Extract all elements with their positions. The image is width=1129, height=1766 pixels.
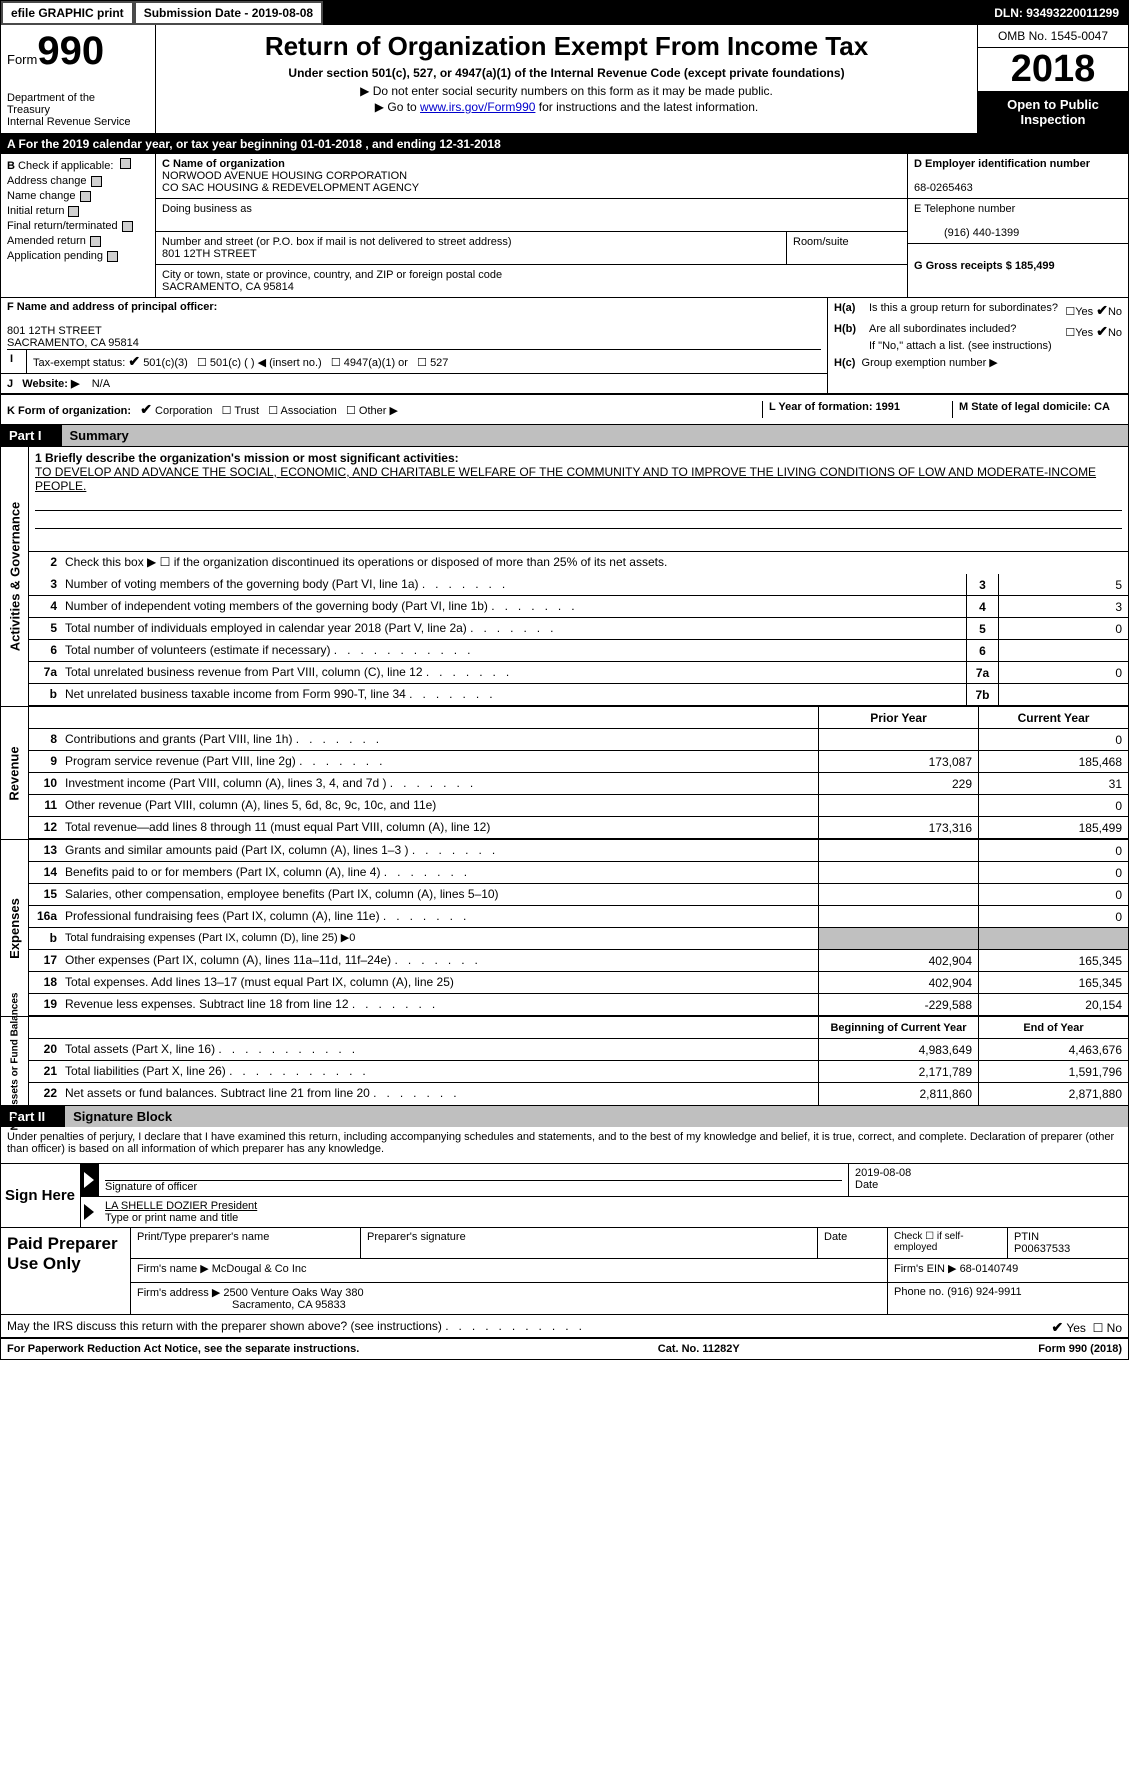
website-value: N/A — [92, 378, 110, 390]
signature-field[interactable]: Signature of officer — [99, 1164, 848, 1196]
chk-name-change: Name change — [7, 190, 149, 202]
table-row: 10Investment income (Part VIII, column (… — [29, 773, 1128, 795]
discuss-row: May the IRS discuss this return with the… — [1, 1315, 1128, 1339]
part-2-header: Part II Signature Block — [1, 1106, 1128, 1127]
table-row: 9Program service revenue (Part VIII, lin… — [29, 751, 1128, 773]
table-row: 14Benefits paid to or for members (Part … — [29, 862, 1128, 884]
table-row: 21Total liabilities (Part X, line 26)2,1… — [29, 1061, 1128, 1083]
room-suite: Room/suite — [787, 232, 907, 264]
form-header: Form990 Department of theTreasuryInterna… — [1, 25, 1128, 134]
efile-label: efile GRAPHIC print — [1, 1, 134, 25]
firm-phone: Phone no. (916) 924-9911 — [888, 1283, 1128, 1314]
footer: For Paperwork Reduction Act Notice, see … — [1, 1339, 1128, 1359]
org-name-1: NORWOOD AVENUE HOUSING CORPORATION — [162, 170, 407, 182]
paid-preparer-label: Paid Preparer Use Only — [1, 1228, 131, 1314]
dln: DLN: 93493220011299 — [986, 1, 1128, 25]
arrow-icon — [81, 1164, 99, 1196]
topbar: efile GRAPHIC print Submission Date - 20… — [1, 1, 1128, 25]
phone-value: (916) 440-1399 — [914, 227, 1019, 239]
sign-here-block: Sign Here Signature of officer 2019-08-0… — [1, 1163, 1128, 1228]
chk-pending: Application pending — [7, 250, 149, 262]
table-row: bTotal fundraising expenses (Part IX, co… — [29, 928, 1128, 950]
checkmark-icon: ✔ — [128, 353, 140, 369]
dba-box: Doing business as — [156, 199, 907, 232]
state-domicile: M State of legal domicile: CA — [952, 401, 1122, 418]
table-row: 17Other expenses (Part IX, column (A), l… — [29, 950, 1128, 972]
firm-address: Firm's address ▶ 2500 Venture Oaks Way 3… — [131, 1283, 888, 1314]
mission-box: 1 Briefly describe the organization's mi… — [29, 447, 1128, 552]
paperwork-notice: For Paperwork Reduction Act Notice, see … — [7, 1343, 359, 1355]
col-b-checkboxes: B Check if applicable: Address change Na… — [1, 154, 156, 297]
paid-preparer-block: Paid Preparer Use Only Print/Type prepar… — [1, 1228, 1128, 1315]
open-to-public: Open to Public Inspection — [978, 91, 1128, 133]
form-990-page: efile GRAPHIC print Submission Date - 20… — [0, 0, 1129, 1360]
table-row: 22Net assets or fund balances. Subtract … — [29, 1083, 1128, 1105]
main-title: Return of Organization Exempt From Incom… — [162, 31, 971, 62]
fij-left: F Name and address of principal officer:… — [1, 298, 828, 393]
submission-date: Submission Date - 2019-08-08 — [134, 1, 323, 25]
tax-year: 2018 — [978, 48, 1128, 91]
table-row: 11Other revenue (Part VIII, column (A), … — [29, 795, 1128, 817]
table-row: 13Grants and similar amounts paid (Part … — [29, 840, 1128, 862]
website-row: J Website: ▶ N/A — [1, 374, 827, 393]
table-row: 15Salaries, other compensation, employee… — [29, 884, 1128, 906]
sig-date: 2019-08-08Date — [848, 1164, 1128, 1196]
title-column: Return of Organization Exempt From Incom… — [156, 25, 978, 133]
table-row: 8Contributions and grants (Part VIII, li… — [29, 729, 1128, 751]
table-row: 19Revenue less expenses. Subtract line 1… — [29, 994, 1128, 1016]
instruction-2: ▶ Go to www.irs.gov/Form990 for instruct… — [162, 100, 971, 114]
part-1-header: Part I Summary — [1, 425, 1128, 446]
firm-ein: Firm's EIN ▶ 68-0140749 — [888, 1259, 1128, 1282]
year-formation: L Year of formation: 1991 — [762, 401, 952, 418]
checkbox[interactable] — [120, 158, 131, 169]
form-footer: Form 990 (2018) — [1038, 1343, 1122, 1355]
table-row: 12Total revenue—add lines 8 through 11 (… — [29, 817, 1128, 839]
table-row: 16aProfessional fundraising fees (Part I… — [29, 906, 1128, 928]
table-row: 18Total expenses. Add lines 13–17 (must … — [29, 972, 1128, 994]
dept-treasury: Department of theTreasuryInternal Revenu… — [7, 92, 149, 128]
form-number: 990 — [37, 29, 104, 73]
form-id-block: Form990 Department of theTreasuryInterna… — [1, 25, 156, 133]
calendar-year-row: A For the 2019 calendar year, or tax yea… — [1, 134, 1128, 154]
subtitle: Under section 501(c), 527, or 4947(a)(1)… — [162, 66, 971, 80]
form-word: Form — [7, 52, 37, 67]
sign-here-label: Sign Here — [1, 1164, 81, 1227]
omb-number: OMB No. 1545-0047 — [978, 25, 1128, 48]
col-c-org: C Name of organization NORWOOD AVENUE HO… — [156, 154, 908, 297]
street-address: Number and street (or P.O. box if mail i… — [156, 232, 787, 264]
h-section: H(a)Is this a group return for subordina… — [828, 298, 1128, 393]
chk-amended: Amended return — [7, 235, 149, 247]
org-name-box: C Name of organization NORWOOD AVENUE HO… — [156, 154, 907, 199]
arrow-icon — [81, 1197, 99, 1227]
perjury-statement: Under penalties of perjury, I declare th… — [1, 1127, 1128, 1159]
expenses-section: Expenses 13Grants and similar amounts pa… — [1, 839, 1128, 1016]
cat-no: Cat. No. 11282Y — [658, 1343, 740, 1355]
mission-text: TO DEVELOP AND ADVANCE THE SOCIAL, ECONO… — [35, 465, 1096, 493]
phone-box: E Telephone number (916) 440-1399 — [908, 199, 1128, 244]
section-bcdeg: B Check if applicable: Address change Na… — [1, 154, 1128, 298]
chk-final-return: Final return/terminated — [7, 220, 149, 232]
firm-name: Firm's name ▶ McDougal & Co Inc — [131, 1259, 888, 1282]
section-fij-h: F Name and address of principal officer:… — [1, 298, 1128, 394]
table-row: 20Total assets (Part X, line 16)4,983,64… — [29, 1039, 1128, 1061]
chk-address-change: Address change — [7, 175, 149, 187]
net-assets-section: Net Assets or Fund Balances Beginning of… — [1, 1016, 1128, 1106]
k-l-m-row: K Form of organization: ✔ Corporation ☐ … — [1, 394, 1128, 425]
officer-name: LA SHELLE DOZIER PresidentType or print … — [99, 1197, 1128, 1227]
instruction-1: ▶ Do not enter social security numbers o… — [162, 84, 971, 98]
col-d-e-g: D Employer identification number 68-0265… — [908, 154, 1128, 297]
irs-link[interactable]: www.irs.gov/Form990 — [420, 100, 535, 114]
chk-initial-return: Initial return — [7, 205, 149, 217]
revenue-section: Revenue Prior YearCurrent Year 8Contribu… — [1, 706, 1128, 839]
year-column: OMB No. 1545-0047 2018 Open to Public In… — [978, 25, 1128, 133]
city-box: City or town, state or province, country… — [156, 265, 907, 297]
org-name-2: CO SAC HOUSING & REDEVELOPMENT AGENCY — [162, 182, 419, 194]
ein-value: 68-0265463 — [914, 182, 973, 194]
activities-governance: Activities & Governance 1 Briefly descri… — [1, 446, 1128, 706]
gross-receipts: G Gross receipts $ 185,499 — [908, 244, 1128, 276]
ein-box: D Employer identification number 68-0265… — [908, 154, 1128, 199]
